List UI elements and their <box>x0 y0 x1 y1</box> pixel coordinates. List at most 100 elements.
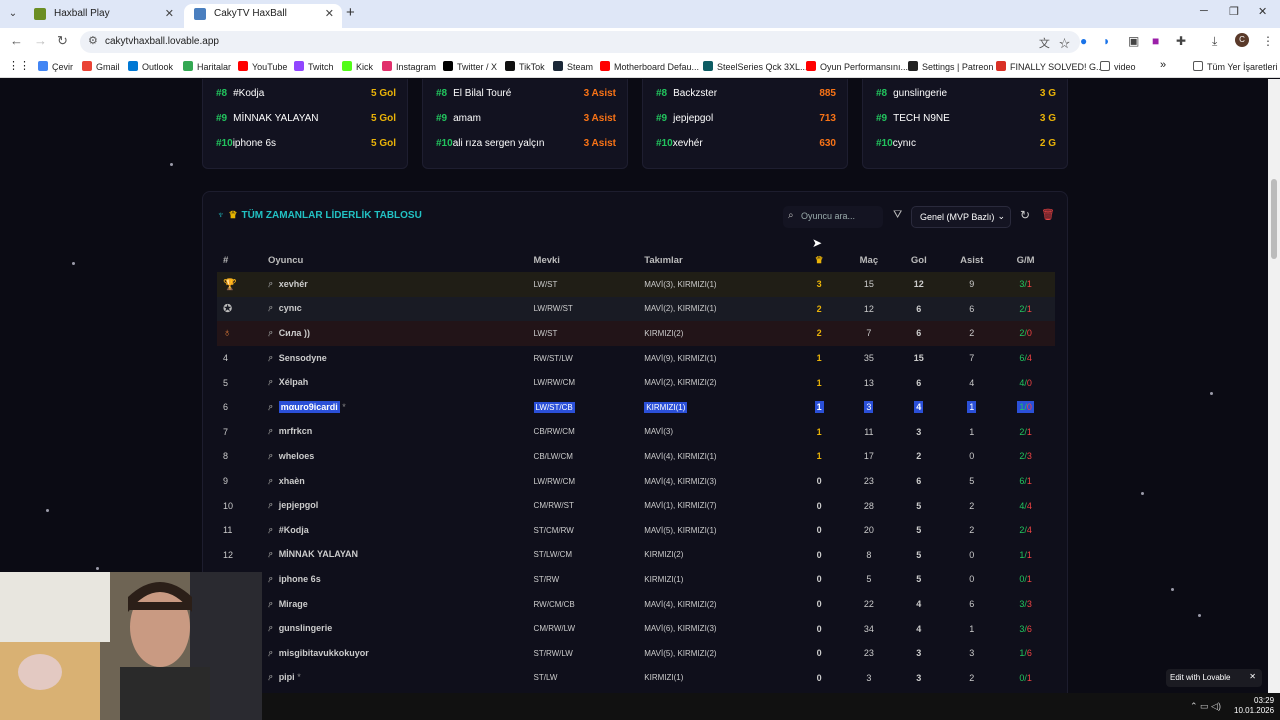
scrollbar-thumb[interactable] <box>1271 179 1277 259</box>
player-search-input[interactable]: ⌕ Oyuncu ara... <box>783 206 883 228</box>
bookmark-item[interactable]: Steam <box>553 61 593 72</box>
close-tab-icon[interactable]: ✕ <box>164 8 174 20</box>
address-bar[interactable]: ⚙ cakytvhaxball.lovable.app 文 ☆ <box>80 31 1080 53</box>
player-name[interactable]: wheloes <box>278 450 315 461</box>
new-tab-button[interactable]: + <box>346 4 355 21</box>
player-name[interactable]: jepjepgol <box>278 500 319 511</box>
col-matches[interactable]: Maç <box>859 254 879 266</box>
table-row[interactable]: 5 ዖ Xélpah LW/RW/CM MAVİ(2), KIRMIZI(2) 1 13 6 4… <box>217 370 1055 395</box>
bookmark-item[interactable]: Twitter / X <box>443 61 497 72</box>
bookmark-item[interactable]: Motherboard Defau... <box>600 61 699 72</box>
table-row[interactable]: 7 ዖ mrfrkcn CB/RW/CM MAVİ(3) 1 11 3 1 2/1 <box>217 420 1055 445</box>
bookmark-item[interactable]: Kick <box>342 61 373 72</box>
player-cell[interactable]: ዖ gunslingerie <box>268 616 534 641</box>
col-mvp-crown-icon[interactable]: ♛ <box>814 254 824 266</box>
bookmark-item[interactable]: Settings | Patreon <box>908 61 993 72</box>
player-name[interactable]: iphone 6s <box>278 573 321 584</box>
col-position[interactable]: Mevki <box>533 254 560 266</box>
player-cell[interactable]: ዖ mrfrkcn <box>268 420 534 445</box>
bookmark-item[interactable]: SteelSeries Qck 3XL... <box>703 61 808 72</box>
player-cell[interactable]: ዖ wheloes <box>268 444 534 469</box>
bookmark-folder[interactable]: video <box>1100 61 1136 72</box>
player-name[interactable]: cynıc <box>278 303 302 314</box>
player-name[interactable]: pipi <box>278 672 295 683</box>
system-clock[interactable]: 03:29 10.01.2026 <box>1234 696 1274 716</box>
table-row[interactable]: 9 ዖ xhaèn LW/RW/CM MAVİ(4), KIRMIZI(3) 0 23 6 5 6… <box>217 469 1055 494</box>
bookmark-item[interactable]: Çevir <box>38 61 73 72</box>
download-icon[interactable]: ⤓ <box>1212 34 1218 48</box>
all-bookmarks-folder[interactable]: Tüm Yer İşaretleri <box>1193 61 1278 72</box>
close-window-icon[interactable]: ✕ <box>1258 6 1268 18</box>
trash-icon[interactable]: 🗑 <box>1041 209 1055 221</box>
col-player[interactable]: Oyuncu <box>267 254 304 266</box>
player-name[interactable]: misgibitavukkokuyor <box>278 647 369 658</box>
extension-icon[interactable]: ■ <box>1152 34 1160 48</box>
player-cell[interactable]: ዖ Xélpah <box>268 370 534 395</box>
col-goals-per-match[interactable]: G/M <box>1016 254 1035 266</box>
player-cell[interactable]: ዖ MİNNAK YALAYAN <box>268 543 534 568</box>
page-scrollbar[interactable] <box>1268 79 1280 693</box>
tab-search-icon[interactable]: ⌄ <box>8 8 18 19</box>
tray-icons[interactable]: ⌃ ▭ ◁) <box>1190 701 1221 711</box>
bookmark-star-icon[interactable]: ☆ <box>1059 38 1070 50</box>
player-name[interactable]: xhaèn <box>278 475 305 486</box>
player-name[interactable]: mrfrkcn <box>278 426 313 437</box>
col-teams[interactable]: Takımlar <box>644 254 683 266</box>
col-assists[interactable]: Asist <box>960 254 984 266</box>
player-cell[interactable]: ዖ Сила )) <box>267 321 534 346</box>
player-cell[interactable]: ዖ mαuro9icardi * <box>268 395 534 420</box>
table-row[interactable]: 8 ዖ wheloes CB/LW/CM MAVİ(4), KIRMIZI(1) 1 17 2… <box>217 444 1055 469</box>
bookmark-item[interactable]: TikTok <box>505 61 545 72</box>
table-row[interactable]: 🏆 ዖ xevhér LW/ST MAVİ(3), KIRMIZI(1) 3 15 12 9 3/… <box>217 272 1055 297</box>
table-row[interactable]: 11 ዖ #Kodja ST/CM/RW MAVİ(5), KIRMIZI(1) 0 20 5… <box>217 518 1055 543</box>
bookmark-item[interactable]: Twitch <box>294 61 334 72</box>
table-row[interactable]: ♁ ዖ Сила )) LW/ST KIRMIZI(2) 2 7 6 2 2/0 <box>217 321 1055 346</box>
player-cell[interactable]: ዖ Mirage <box>268 592 534 617</box>
table-row[interactable]: 6 ዖ mαuro9icardi * LW/ST/CB KIRMIZI(1) 1 3 4 1 1/… <box>217 395 1055 420</box>
extension-icon[interactable]: ◗ <box>1103 34 1111 48</box>
extensions-puzzle-icon[interactable]: ✚ <box>1176 34 1187 48</box>
restore-icon[interactable]: ❐ <box>1229 6 1239 18</box>
player-cell[interactable]: ዖ iphone 6s <box>268 567 534 592</box>
player-cell[interactable]: ዖ xevhér <box>267 272 534 297</box>
bookmark-item[interactable]: YouTube <box>238 61 287 72</box>
bookmark-item[interactable]: Instagram <box>382 61 436 72</box>
player-cell[interactable]: ዖ pipi * <box>268 666 534 691</box>
col-rank[interactable]: # <box>223 254 229 266</box>
filter-icon[interactable]: ⛛ <box>893 209 903 221</box>
apps-grid-icon[interactable]: ⋮⋮ <box>8 60 30 72</box>
refresh-icon[interactable]: ↻ <box>1020 208 1031 222</box>
table-row[interactable]: 10 ዖ jepjepgol CM/RW/ST MAVİ(1), KIRMIZI(7) 0… <box>217 493 1055 518</box>
player-name[interactable]: Сила )) <box>278 327 310 338</box>
player-name[interactable]: Mirage <box>278 598 308 609</box>
table-row[interactable]: 4 ዖ Sensodyne RW/ST/LW MAVİ(9), KIRMIZI(1) 1 3… <box>217 346 1055 371</box>
back-icon[interactable]: ← <box>10 33 23 48</box>
player-name[interactable]: xevhér <box>278 278 308 289</box>
more-bookmarks-icon[interactable]: » <box>1160 59 1167 71</box>
player-cell[interactable]: ዖ misgibitavukkokuyor <box>268 641 534 666</box>
mode-select[interactable]: Genel (MVP Bazlı) ⌄ <box>911 206 1011 228</box>
bookmark-item[interactable]: Outlook <box>128 61 173 72</box>
site-info-icon[interactable]: ⚙ <box>88 35 98 47</box>
player-name[interactable]: Xélpah <box>278 377 309 388</box>
col-goals[interactable]: Gol <box>910 254 927 266</box>
table-row[interactable]: ✪ ዖ cynıc LW/RW/ST MAVİ(2), KIRMIZI(1) 2 12 6 6 2… <box>217 296 1055 322</box>
bookmark-item[interactable]: Haritalar <box>183 61 231 72</box>
player-name[interactable]: gunslingerie <box>278 623 333 634</box>
player-name[interactable]: #Kodja <box>278 524 309 535</box>
player-cell[interactable]: ዖ xhaèn <box>268 469 534 494</box>
menu-kebab-icon[interactable]: ⋮ <box>1262 34 1274 48</box>
minimize-icon[interactable]: ─ <box>1200 5 1208 17</box>
close-tab-icon[interactable]: ✕ <box>324 8 334 20</box>
bookmark-item[interactable]: Oyun Performansını... <box>806 61 908 72</box>
forward-icon[interactable]: → <box>34 33 47 48</box>
translate-icon[interactable]: 文 <box>1038 38 1050 50</box>
player-name[interactable]: Sensodyne <box>278 352 327 363</box>
reload-icon[interactable]: ↻ <box>57 33 68 48</box>
profile-avatar[interactable]: C <box>1235 33 1249 47</box>
player-cell[interactable]: ዖ #Kodja <box>268 518 534 543</box>
